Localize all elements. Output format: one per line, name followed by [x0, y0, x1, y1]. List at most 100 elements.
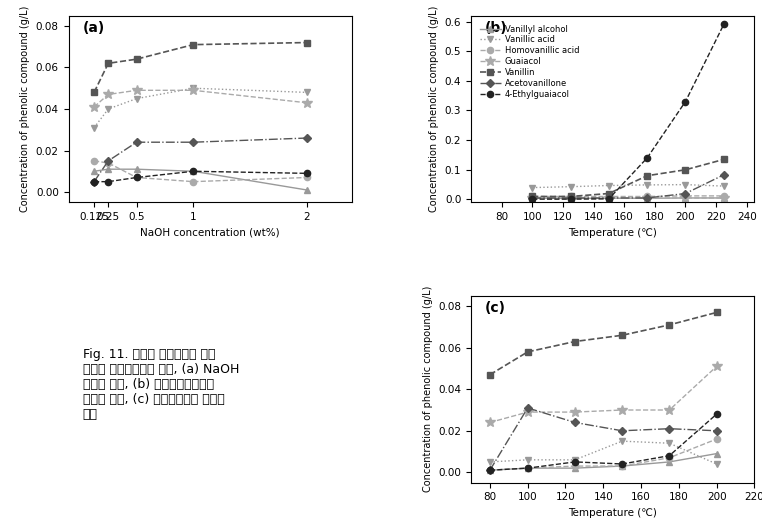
Vanillin	[189, 42, 198, 48]
Line: Homovanillic acid: Homovanillic acid	[487, 436, 720, 473]
Vanillin	[485, 372, 495, 378]
Homovanillic acid	[664, 455, 674, 461]
Vanillin	[642, 173, 652, 179]
Homovanillic acid	[485, 467, 495, 473]
Vanillic acid	[617, 438, 626, 444]
Line: Guaiacol: Guaiacol	[485, 362, 722, 427]
Line: Vanillyl alcohol: Vanillyl alcohol	[529, 195, 727, 201]
Guaiacol	[523, 409, 532, 415]
Vanillin	[89, 89, 98, 95]
Vanillyl alcohol	[712, 450, 721, 457]
Homovanillic acid	[89, 158, 98, 164]
Homovanillic acid	[617, 463, 626, 469]
Vanillin	[712, 309, 721, 316]
Text: (b): (b)	[485, 21, 507, 35]
Acetovanillone	[570, 419, 579, 426]
Line: Guaiacol: Guaiacol	[89, 86, 312, 112]
Line: 4-Ethylguaiacol: 4-Ethylguaiacol	[91, 168, 309, 185]
Line: Acetovanillone: Acetovanillone	[487, 405, 720, 473]
Line: 4-Ethylguaiacol: 4-Ethylguaiacol	[529, 21, 727, 202]
Line: Acetovanillone: Acetovanillone	[529, 172, 727, 201]
4-Ethylguaiacol	[104, 179, 113, 185]
Vanillin	[719, 156, 728, 162]
Vanillic acid	[89, 125, 98, 131]
Vanillic acid	[642, 182, 652, 188]
Text: (c): (c)	[485, 302, 506, 316]
Acetovanillone	[302, 135, 311, 141]
Line: Vanillin: Vanillin	[487, 309, 720, 378]
4-Ethylguaiacol	[302, 170, 311, 176]
4-Ethylguaiacol	[664, 453, 674, 459]
4-Ethylguaiacol	[523, 465, 532, 471]
4-Ethylguaiacol	[719, 21, 728, 28]
Homovanillic acid	[189, 179, 198, 185]
Acetovanillone	[617, 428, 626, 434]
Y-axis label: Concentration of phenolic compound (g/L): Concentration of phenolic compound (g/L)	[21, 6, 30, 212]
Vanillic acid	[523, 457, 532, 463]
Homovanillic acid	[104, 160, 113, 166]
Guaiacol	[719, 195, 728, 201]
Homovanillic acid	[566, 194, 575, 200]
4-Ethylguaiacol	[617, 461, 626, 467]
Guaiacol	[566, 195, 575, 201]
Text: Fig. 11. 리그닌 가수분해에 의해
생성된 페놀화합물의 농도, (a) NaOH
농도의 영향, (b) 알칼리가수분해시
온도의 영향, (c) 산: Fig. 11. 리그닌 가수분해에 의해 생성된 페놀화합물의 농도, (a)…	[83, 348, 239, 421]
Vanillic acid	[528, 184, 537, 190]
Vanillyl alcohol	[566, 195, 575, 201]
Acetovanillone	[132, 139, 141, 145]
Line: Vanillic acid: Vanillic acid	[91, 85, 309, 131]
Acetovanillone	[642, 195, 652, 201]
Acetovanillone	[712, 428, 721, 434]
Vanillyl alcohol	[523, 465, 532, 471]
Acetovanillone	[681, 190, 690, 197]
Homovanillic acid	[528, 194, 537, 200]
Vanillic acid	[485, 459, 495, 465]
4-Ethylguaiacol	[189, 168, 198, 174]
Vanillyl alcohol	[104, 166, 113, 172]
Vanillyl alcohol	[642, 195, 652, 201]
X-axis label: Temperature (℃): Temperature (℃)	[568, 508, 657, 518]
Homovanillic acid	[681, 193, 690, 199]
Acetovanillone	[104, 158, 113, 164]
Vanillyl alcohol	[485, 467, 495, 473]
Y-axis label: Concentration of phenolic compound (g/L): Concentration of phenolic compound (g/L)	[429, 6, 439, 212]
Vanillic acid	[664, 440, 674, 446]
Homovanillic acid	[712, 436, 721, 442]
Acetovanillone	[528, 195, 537, 201]
Line: Vanillyl alcohol: Vanillyl alcohol	[487, 450, 720, 473]
Acetovanillone	[719, 172, 728, 178]
Vanillyl alcohol	[681, 195, 690, 201]
Homovanillic acid	[523, 465, 532, 471]
Vanillyl alcohol	[570, 465, 579, 471]
Guaiacol	[570, 409, 579, 415]
Vanillic acid	[132, 95, 141, 102]
Guaiacol	[302, 100, 311, 106]
Line: 4-Ethylguaiacol: 4-Ethylguaiacol	[487, 411, 720, 473]
Text: (a): (a)	[83, 21, 105, 35]
Vanillyl alcohol	[604, 195, 613, 201]
Line: Vanillic acid: Vanillic acid	[529, 182, 727, 190]
Guaiacol	[642, 195, 652, 201]
4-Ethylguaiacol	[485, 467, 495, 473]
Vanillin	[681, 167, 690, 173]
Guaiacol	[528, 195, 537, 201]
Vanillin	[132, 56, 141, 62]
4-Ethylguaiacol	[89, 179, 98, 185]
4-Ethylguaiacol	[712, 411, 721, 417]
4-Ethylguaiacol	[642, 155, 652, 161]
Line: Vanillyl alcohol: Vanillyl alcohol	[91, 166, 309, 193]
Acetovanillone	[604, 195, 613, 201]
Vanillin	[528, 194, 537, 200]
Vanillin	[664, 322, 674, 328]
Vanillyl alcohol	[719, 195, 728, 201]
Acetovanillone	[566, 195, 575, 201]
Vanillyl alcohol	[528, 195, 537, 201]
Vanillyl alcohol	[189, 168, 198, 174]
Vanillyl alcohol	[302, 187, 311, 193]
Line: Vanillin: Vanillin	[91, 39, 309, 95]
4-Ethylguaiacol	[570, 459, 579, 465]
Vanillin	[604, 190, 613, 197]
Vanillin	[523, 349, 532, 355]
Vanillin	[566, 194, 575, 200]
Vanillin	[617, 332, 626, 338]
Acetovanillone	[664, 426, 674, 432]
